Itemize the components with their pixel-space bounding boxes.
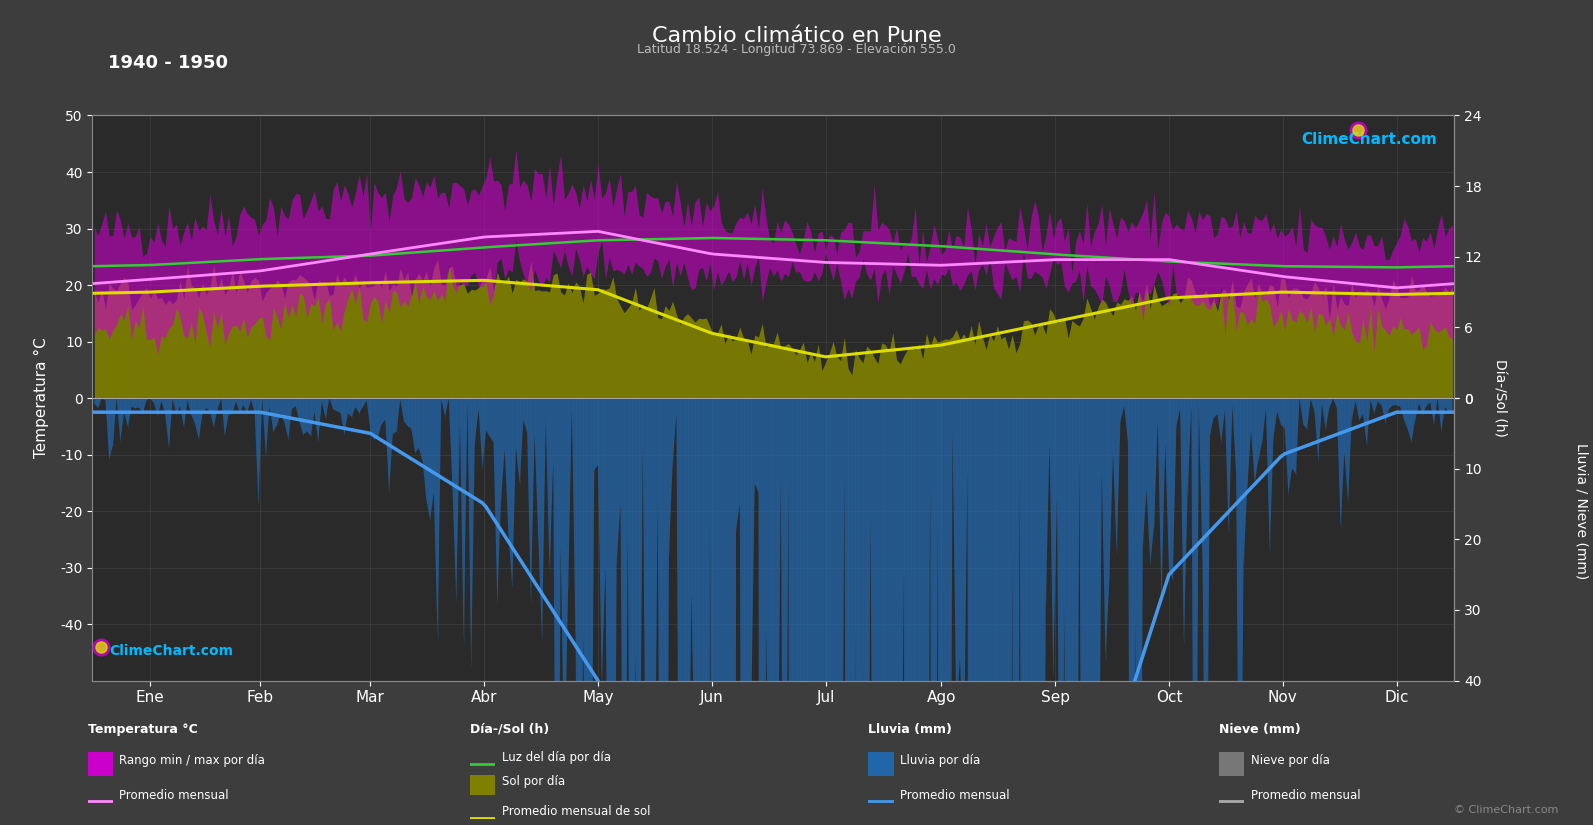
Text: Temperatura °C: Temperatura °C: [88, 723, 198, 736]
Y-axis label: Día-/Sol (h): Día-/Sol (h): [1493, 359, 1507, 437]
Text: Cambio climático en Pune: Cambio climático en Pune: [652, 26, 941, 46]
Text: Promedio mensual: Promedio mensual: [119, 789, 229, 802]
Text: Sol por día: Sol por día: [502, 776, 566, 789]
Text: Día-/Sol (h): Día-/Sol (h): [470, 723, 550, 736]
Text: Lluvia (mm): Lluvia (mm): [868, 723, 953, 736]
Text: 1940 - 1950: 1940 - 1950: [108, 54, 228, 72]
Text: Promedio mensual: Promedio mensual: [1251, 789, 1360, 802]
Text: Rango min / max por día: Rango min / max por día: [119, 754, 266, 767]
Text: Lluvia por día: Lluvia por día: [900, 754, 980, 767]
Text: Lluvia / Nieve (mm): Lluvia / Nieve (mm): [1575, 443, 1588, 580]
Text: ClimeChart.com: ClimeChart.com: [110, 644, 234, 658]
Text: ClimeChart.com: ClimeChart.com: [1301, 133, 1437, 148]
Y-axis label: Temperatura °C: Temperatura °C: [33, 337, 49, 459]
Text: © ClimeChart.com: © ClimeChart.com: [1453, 804, 1558, 814]
Text: Nieve (mm): Nieve (mm): [1219, 723, 1300, 736]
Text: Nieve por día: Nieve por día: [1251, 754, 1330, 767]
Text: Luz del día por día: Luz del día por día: [502, 752, 610, 765]
Text: Latitud 18.524 - Longitud 73.869 - Elevación 555.0: Latitud 18.524 - Longitud 73.869 - Eleva…: [637, 43, 956, 56]
Text: Promedio mensual de sol: Promedio mensual de sol: [502, 805, 650, 818]
Text: Promedio mensual: Promedio mensual: [900, 789, 1010, 802]
